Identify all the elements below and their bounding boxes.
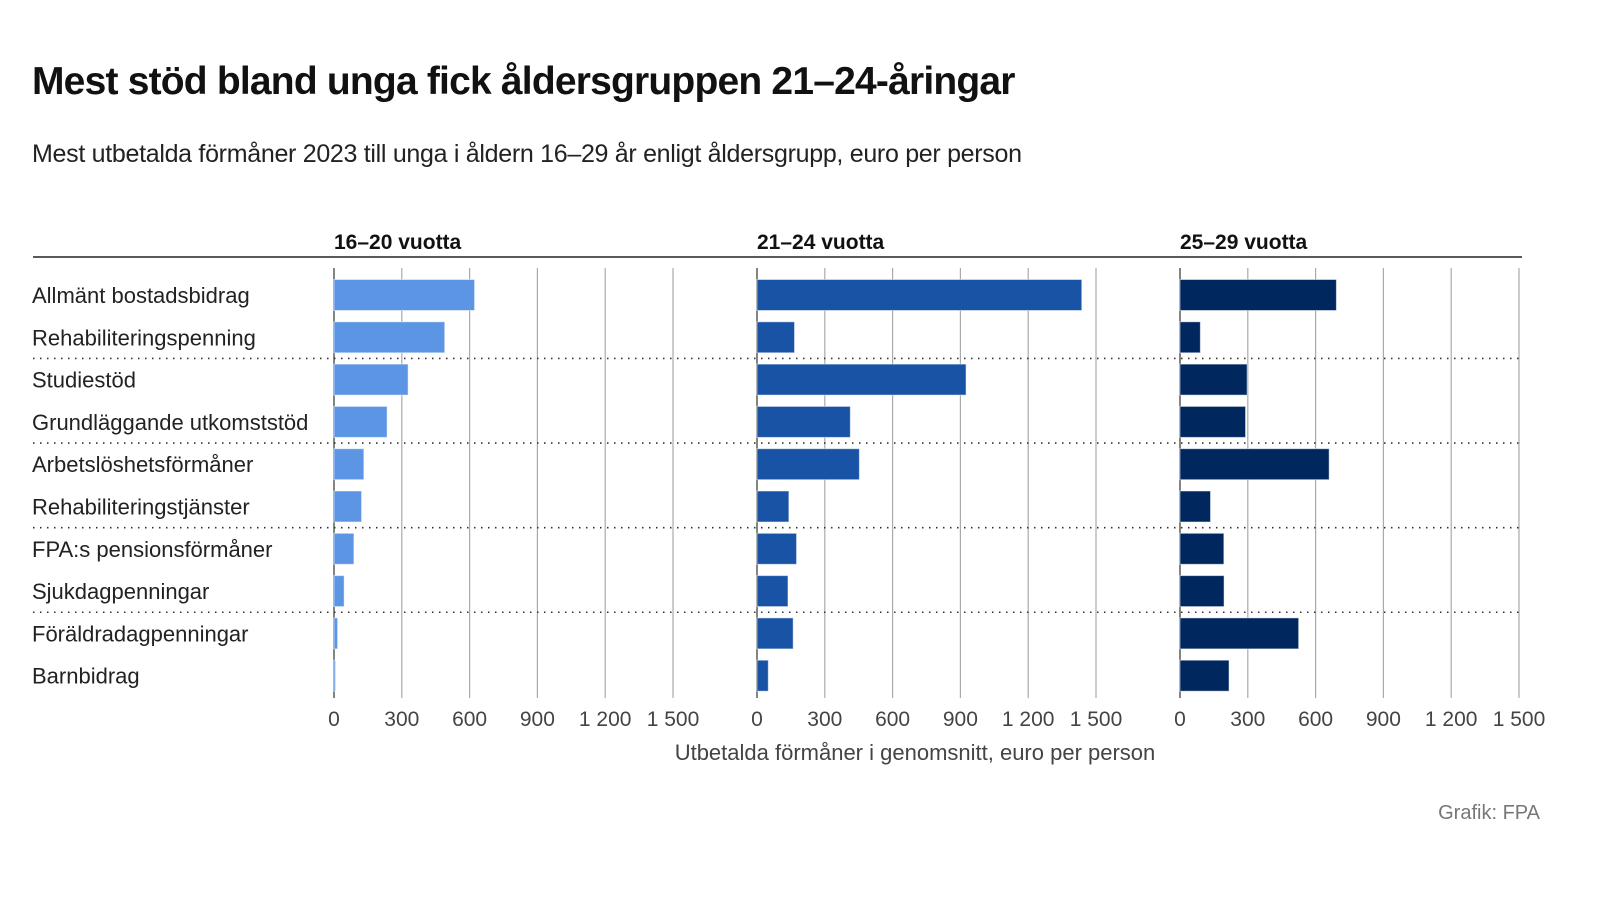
tick-label: 900 [943,708,978,731]
category-label: Grundläggande utkomststöd [32,410,308,435]
tick-label: 900 [520,708,555,731]
tick-label: 1 200 [1002,708,1055,731]
category-label: FPA:s pensionsförmåner [32,537,272,562]
chart-subtitle: Mest utbetalda förmåner 2023 till unga i… [32,140,1022,168]
bar [333,448,365,481]
bar [756,490,790,523]
tick-label: 0 [1174,708,1186,731]
bar [1179,659,1230,692]
tick-label: 900 [1366,708,1401,731]
bar [1179,448,1330,481]
tick-label: 1 500 [647,708,700,731]
category-label: Rehabiliteringstjänster [32,495,250,520]
tick-label: 300 [1230,708,1265,731]
bar [1179,321,1201,354]
credit: Grafik: FPA [1438,802,1540,824]
bar [756,363,967,396]
bar [756,448,860,481]
bar [1179,532,1225,565]
bar [333,575,345,608]
bar [1179,490,1212,523]
tick-label: 1 500 [1493,708,1546,731]
bar [1179,617,1300,650]
bar [333,532,355,565]
bar [1179,279,1337,311]
bar [756,532,798,565]
tick-label: 1 500 [1070,708,1123,731]
tick-label: 600 [875,708,910,731]
bar [333,321,446,354]
category-label: Rehabiliteringspenning [32,325,256,350]
bar [756,575,789,608]
bar [1179,363,1248,396]
panel-header: 21–24 vuotta [757,231,885,254]
tick-label: 0 [328,708,340,731]
bar [756,321,796,354]
tick-label: 300 [384,708,419,731]
chart-title: Mest stöd bland unga fick åldersgruppen … [32,60,1015,103]
category-label: Föräldradagpenningar [32,621,249,646]
bar [333,405,388,438]
category-label: Studiestöd [32,368,136,393]
category-label: Sjukdagpenningar [32,579,209,604]
tick-label: 1 200 [579,708,632,731]
bar [333,363,409,396]
bar [333,279,476,311]
bar [1179,575,1225,608]
bar [756,405,851,438]
panel-header: 16–20 vuotta [334,231,462,254]
bar [756,279,1083,311]
tick-label: 1 200 [1425,708,1478,731]
bar [333,490,363,523]
tick-label: 300 [807,708,842,731]
tick-label: 600 [1298,708,1333,731]
bar [1179,405,1247,438]
bar [333,659,336,692]
tick-label: 0 [751,708,763,731]
category-label: Allmänt bostadsbidrag [32,283,250,308]
panel-header: 25–29 vuotta [1180,231,1308,254]
bar [756,659,769,692]
tick-label: 600 [452,708,487,731]
category-label: Arbetslöshetsförmåner [32,452,253,477]
x-axis-label: Utbetalda förmåner i genomsnitt, euro pe… [675,740,1156,765]
category-label: Barnbidrag [32,664,140,689]
bar [756,617,794,650]
bar [333,617,339,650]
